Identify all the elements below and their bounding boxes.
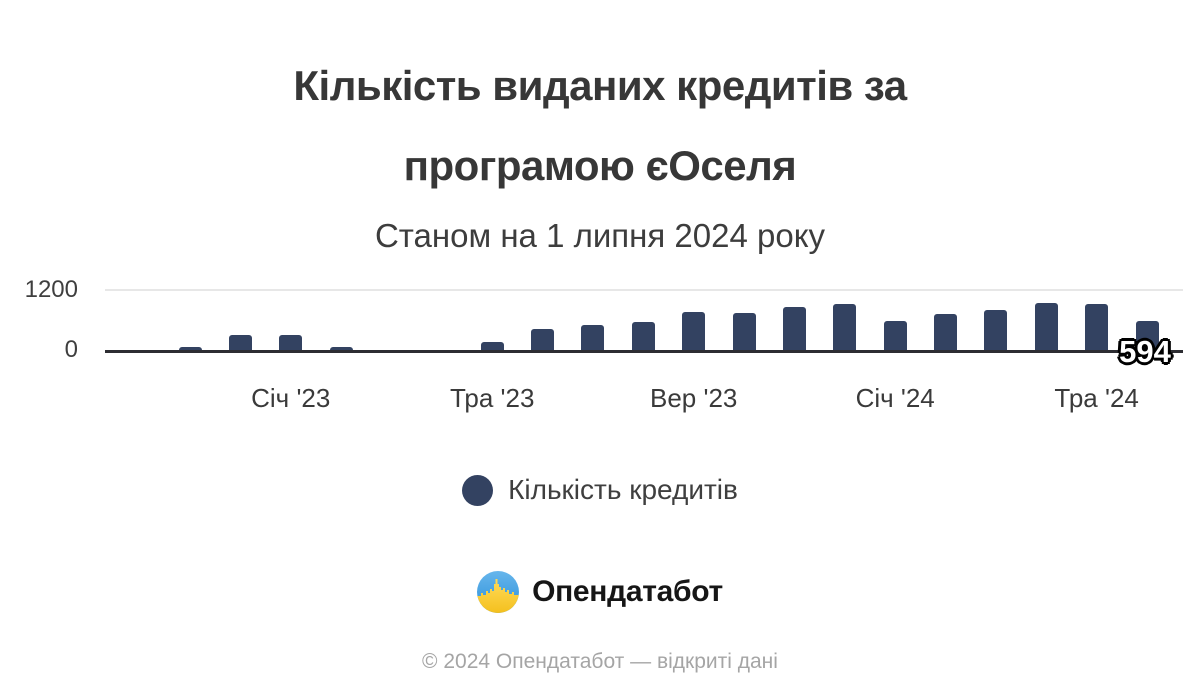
copyright-text: © 2024 Опендатабот — відкриті дані: [422, 650, 778, 673]
bar-Тра '24[interactable]: [1085, 304, 1109, 351]
last-bar-value-label: 594: [1119, 334, 1171, 369]
bar-Лют '24[interactable]: [934, 314, 958, 351]
bar-Лип '23[interactable]: [581, 325, 605, 351]
bar-Чер '24[interactable]: [1135, 321, 1159, 351]
x-axis-tick-label: Січ '23: [251, 383, 331, 413]
bar-Лис '22[interactable]: [178, 347, 202, 351]
bar-Чер '23[interactable]: [531, 329, 555, 351]
page-title-line-1: Кількість виданих кредитів за: [293, 62, 907, 109]
bar-Лис '23[interactable]: [782, 307, 806, 351]
bar-Лют '23[interactable]: [329, 347, 353, 351]
legend-marker-circle-icon: [462, 474, 494, 506]
opendatabot-logo-text: Опендатабот: [532, 575, 723, 608]
x-axis-tick-label: Тра '23: [449, 383, 535, 413]
x-axis-tick-label: Вер '23: [650, 383, 738, 413]
bar-Тра '23[interactable]: [480, 342, 504, 351]
bar-Вер '23[interactable]: [682, 312, 706, 351]
gridline-1200: [105, 289, 1183, 291]
legend-label: Кількість кредитів: [508, 474, 738, 505]
opendatabot-logo-icon: [477, 571, 520, 613]
bar-Бер '24[interactable]: [984, 310, 1008, 351]
y-axis-tick-max: 1200: [24, 276, 78, 303]
x-axis-line: [105, 350, 1183, 353]
chart-subtitle: Станом на 1 липня 2024 року: [374, 217, 826, 254]
page-title-line-2: програмою єОселя: [403, 142, 797, 189]
bar-Гру '22[interactable]: [228, 335, 252, 351]
bar-Січ '23[interactable]: [279, 335, 303, 351]
page-title: Кількість виданих кредитів за програмою …: [0, 46, 1200, 206]
x-axis-tick-label: Тра '24: [1054, 383, 1139, 413]
bar-Січ '24[interactable]: [883, 321, 907, 351]
bar-Кві '24[interactable]: [1034, 303, 1058, 351]
bar-Сер '23[interactable]: [631, 322, 655, 351]
y-axis-tick-zero: 0: [64, 336, 78, 363]
x-axis-tick-label: Січ '24: [855, 383, 935, 413]
bar-Гру '23[interactable]: [833, 304, 857, 351]
bar-Жов '23[interactable]: [732, 313, 756, 351]
legend-item[interactable]: Кількість кредитів: [0, 472, 1200, 508]
bar-chart: 1200 0 Січ '23 Тра '23 Вер '23 Січ '24 Тра '…: [24, 276, 1183, 413]
opendatabot-logo[interactable]: Опендатабот: [0, 570, 1200, 614]
